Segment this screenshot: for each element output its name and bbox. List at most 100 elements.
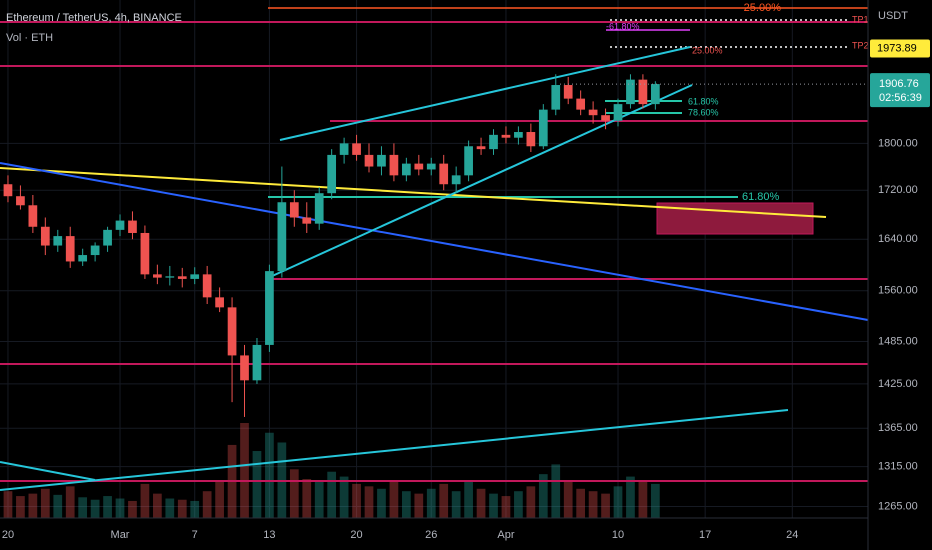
candle-body [339, 143, 349, 155]
volume-bar [638, 481, 648, 518]
volume-bar [327, 471, 337, 518]
volume-bar [601, 493, 610, 518]
x-tick-label: Mar [111, 529, 130, 541]
candle-body [289, 202, 299, 218]
volume-bar [78, 497, 88, 518]
volume-bar [140, 483, 150, 518]
annotation: TP2 [852, 40, 869, 50]
volume-bar [514, 491, 523, 518]
candle-body [364, 154, 374, 167]
volume-bar [414, 493, 424, 518]
drawings [0, 7, 869, 491]
candle-body [402, 163, 411, 176]
volume-bar [439, 483, 449, 518]
candle-body [389, 154, 399, 176]
countdown-label: 02:56:39 [879, 92, 922, 104]
volume-bar [489, 493, 498, 518]
currency-label: USDT [878, 10, 908, 22]
volume-bar [613, 486, 623, 518]
target-price-label: 1973.89 [877, 42, 917, 54]
candle-body [314, 193, 324, 224]
volume-bar [314, 481, 324, 518]
annotation: TP1 [852, 14, 869, 24]
target-price-box [870, 39, 930, 58]
volume-bar [115, 498, 125, 518]
candle-body [476, 146, 486, 150]
last-price-box [870, 73, 930, 108]
volume-bar [53, 494, 63, 518]
volume-bar [240, 423, 249, 518]
volume-bar [464, 481, 473, 518]
volume-bar [626, 476, 635, 518]
candle-body [202, 274, 212, 298]
symbol-title: Ethereum / TetherUS, 4h, BINANCE [6, 12, 182, 24]
y-tick-label: 1315.00 [878, 461, 918, 473]
volume-bar [352, 483, 361, 518]
volume-bar [451, 491, 461, 518]
volume-bar [402, 491, 411, 518]
x-tick-label: 17 [699, 529, 711, 541]
x-tick-label: Apr [497, 529, 514, 541]
y-tick-label: 1800.00 [878, 137, 918, 149]
channel-line [279, 46, 691, 141]
volume-bar [177, 499, 187, 518]
y-tick-label: 1265.00 [878, 500, 918, 512]
x-tick-label: 26 [425, 529, 437, 541]
volume-bar [651, 483, 660, 518]
y-tick-label: 1365.00 [878, 422, 918, 434]
volume-bar [377, 488, 386, 518]
volume-bar [202, 491, 212, 518]
candle-body [576, 98, 586, 110]
volume-bar [576, 488, 586, 518]
candle-body [638, 79, 648, 105]
annotation: -25.00% [740, 2, 781, 14]
candle-body [327, 154, 337, 194]
x-tick-label: 20 [350, 529, 362, 541]
volume-bar [40, 488, 50, 518]
candle-body [78, 255, 88, 262]
trend-line [0, 167, 827, 218]
y-tick-label: 1485.00 [878, 335, 918, 347]
volume-bar [265, 432, 274, 518]
volume-bar [28, 493, 38, 518]
x-tick-label: 10 [612, 529, 624, 541]
candle-body [551, 85, 561, 110]
annotation: 61.80% [688, 96, 719, 106]
candle-body [115, 220, 125, 230]
volume-bar [426, 488, 436, 518]
volume-bar [289, 469, 299, 518]
candle-body [265, 271, 274, 345]
volume-bar [551, 464, 561, 518]
candle-body [588, 109, 598, 116]
annotation-labels: -25.00% TP1 -61.80% TP2 25.00% 61.80% 78… [606, 2, 869, 203]
volume-bar [339, 476, 349, 518]
volume-bar [252, 451, 262, 518]
candle-body [626, 79, 635, 105]
candles [3, 74, 868, 417]
x-tick-label: 24 [786, 529, 798, 541]
candle-body [489, 134, 498, 150]
candle-body [227, 307, 237, 356]
annotation: 78.60% [688, 107, 719, 117]
trend-line [0, 162, 869, 321]
candle-body [40, 226, 50, 246]
candle-body [377, 154, 386, 167]
candle-body [651, 84, 660, 105]
candle-body [426, 163, 436, 170]
candle-body [563, 85, 573, 99]
annotation: -61.80% [606, 21, 640, 31]
volume-bar [90, 499, 100, 518]
grid [0, 0, 868, 518]
volume-bar [588, 491, 598, 518]
axes: 1265.00 1315.00 1365.00 1425.00 1485.00 1560.… [2, 39, 930, 541]
candle-body [538, 109, 548, 147]
volume-bar [364, 486, 374, 518]
volume-bar [165, 498, 175, 518]
last-price-label: 1906.76 [879, 78, 919, 90]
candle-body [190, 274, 200, 279]
candle-body [240, 355, 249, 381]
candle-body [16, 196, 25, 206]
annotation: 25.00% [692, 45, 723, 55]
candle-body [526, 132, 536, 147]
